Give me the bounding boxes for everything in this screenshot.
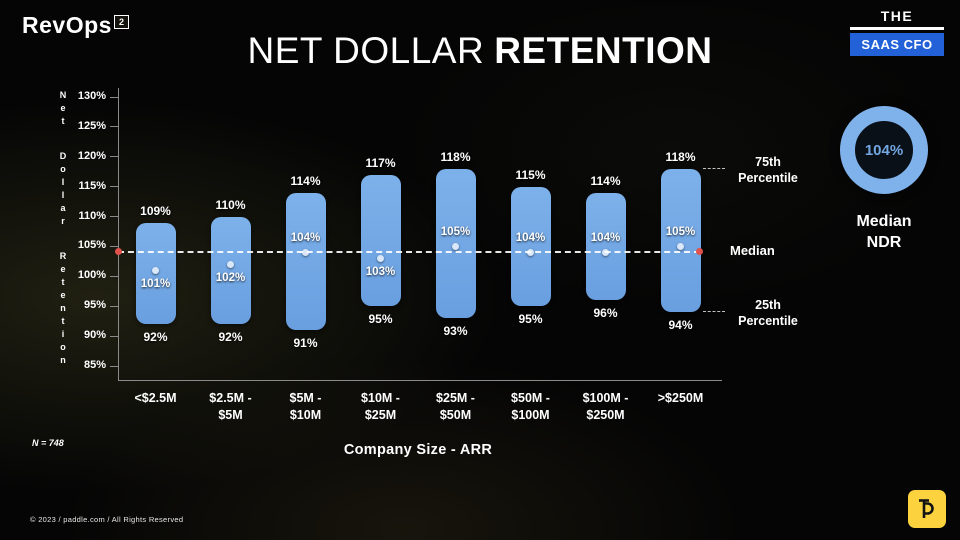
x-category-label: $10M - $25M: [361, 391, 400, 422]
y-tick: [110, 245, 118, 247]
revops-logo-superscript: 2: [113, 15, 130, 29]
x-category-label: $25M - $50M: [436, 391, 475, 422]
y-tick: [110, 126, 118, 128]
p75-value-label: 114%: [290, 173, 321, 188]
page-title-bold: RETENTION: [494, 30, 713, 71]
percentile-bar: [660, 168, 701, 313]
y-tick-label: 110%: [78, 209, 106, 222]
percentile-bar: [360, 174, 401, 307]
paddle-icon: [919, 499, 934, 518]
revops-logo: RevOps 2: [22, 12, 130, 39]
p25-value-label: 93%: [443, 324, 468, 339]
saas-cfo-logo: THE SAAS CFO: [850, 8, 944, 56]
median-dot: [677, 242, 684, 250]
percentile-bar: [585, 192, 626, 301]
median-value-label: 102%: [215, 272, 246, 285]
footer-copyright: © 2023 / paddle.com / All Rights Reserve…: [30, 515, 184, 524]
y-tick-label: 125%: [77, 119, 106, 132]
saas-cfo-logo-the: THE: [850, 8, 944, 30]
x-category-label: $50M - $100M: [511, 391, 550, 422]
y-tick: [110, 216, 118, 218]
median-ndr-kpi: 104% Median NDR: [834, 106, 934, 254]
p75-annotation: 75th Percentile: [738, 154, 798, 185]
y-tick: [110, 335, 118, 337]
p25-value-label: 94%: [668, 318, 693, 333]
p75-value-label: 115%: [515, 167, 546, 182]
median-value-label: 104%: [590, 232, 621, 245]
y-tick: [110, 96, 118, 98]
paddle-logo: [908, 490, 946, 528]
x-axis-title: Company Size - ARR: [343, 442, 493, 458]
p75-value-label: 114%: [590, 173, 621, 188]
y-tick-label: 120%: [77, 149, 106, 162]
median-value-label: 104%: [290, 232, 321, 245]
y-tick: [110, 305, 118, 307]
median-value-label: 104%: [515, 232, 546, 245]
percentile-bar: [210, 216, 251, 325]
x-category-label: $5M - $10M: [289, 391, 322, 422]
y-tick: [110, 156, 118, 158]
median-line: [118, 251, 700, 254]
x-category-label: $2.5M - $5M: [209, 391, 252, 422]
median-value-label: 105%: [440, 226, 471, 239]
p25-value-label: 92%: [143, 330, 168, 345]
p75-value-label: 117%: [365, 155, 396, 170]
y-tick-label: 100%: [77, 269, 106, 282]
y-tick: [110, 365, 118, 367]
median-value-label: 105%: [665, 226, 696, 239]
kpi-label: Median NDR: [856, 213, 912, 251]
p75-value-label: 118%: [440, 149, 471, 164]
page-title-regular: NET DOLLAR: [247, 30, 485, 71]
median-annotation: Median: [730, 243, 775, 259]
kpi-value: 104%: [864, 141, 904, 159]
p75-value-label: 109%: [140, 203, 171, 218]
y-tick: [110, 186, 118, 188]
x-axis-line: [118, 380, 722, 381]
median-dot: [377, 254, 384, 262]
ndr-chart: Net Dollar Retention Company Size - ARR …: [30, 88, 830, 483]
median-dot: [152, 266, 159, 274]
p25-value-label: 95%: [368, 312, 393, 327]
p25-value-label: 95%: [518, 312, 543, 327]
percentile-bar: [510, 186, 551, 307]
p25-value-label: 92%: [218, 330, 243, 345]
median-value-label: 103%: [365, 266, 396, 279]
x-category-label: >$250M: [657, 391, 704, 405]
median-dot: [452, 242, 459, 250]
x-category-label: $100M - $250M: [582, 391, 629, 422]
saas-cfo-logo-badge: SAAS CFO: [850, 33, 944, 56]
p25-value-label: 96%: [593, 306, 618, 321]
sample-size: N = 748: [32, 438, 64, 448]
y-tick-label: 130%: [77, 90, 106, 102]
p75-value-label: 110%: [215, 197, 246, 212]
median-value-label: 101%: [140, 278, 171, 291]
y-tick-label: 95%: [83, 299, 106, 312]
p25-connector: [702, 311, 725, 313]
revops-logo-text: RevOps: [22, 12, 112, 38]
y-axis-title: Net Dollar Retention: [58, 90, 68, 368]
p75-connector: [702, 167, 725, 169]
y-axis-line: [118, 88, 119, 380]
median-dot: [227, 260, 234, 268]
p25-annotation: 25th Percentile: [738, 298, 798, 329]
p25-value-label: 91%: [293, 336, 318, 351]
y-tick-label: 105%: [77, 239, 106, 252]
y-tick: [110, 275, 118, 277]
page-title: NET DOLLAR RETENTION: [150, 30, 810, 72]
donut-ring: 104%: [840, 106, 928, 194]
median-line-left-dot: [115, 248, 122, 256]
y-tick-label: 90%: [83, 329, 106, 342]
y-tick-label: 115%: [78, 179, 106, 192]
x-category-label: <$2.5M: [134, 391, 177, 405]
y-tick-label: 85%: [83, 359, 106, 371]
p75-value-label: 118%: [665, 149, 696, 164]
median-line-right-dot: [696, 248, 703, 256]
percentile-bar: [285, 192, 326, 331]
